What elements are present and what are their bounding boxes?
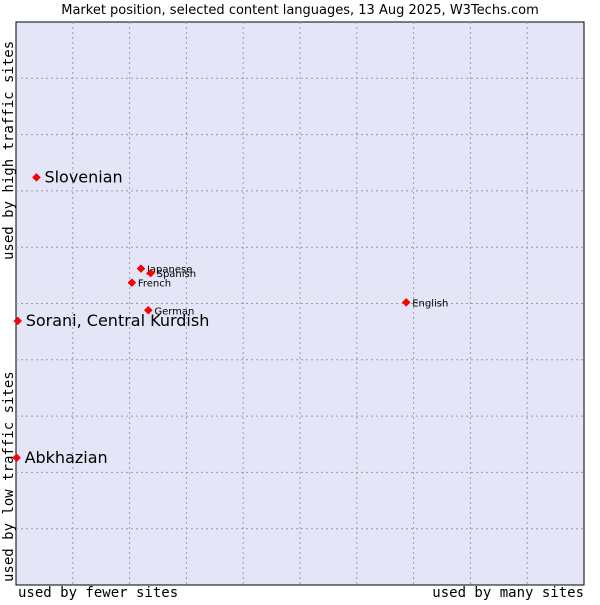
point-marker <box>32 173 41 182</box>
x-axis-label-left: used by fewer sites <box>18 585 178 600</box>
point-marker <box>127 278 137 288</box>
point-label: French <box>138 279 171 290</box>
point-marker <box>143 305 153 315</box>
y-axis-label-bottom: used by low traffic sites <box>1 371 17 582</box>
point-label: Slovenian <box>44 167 122 186</box>
x-axis-label-right: used by many sites <box>432 585 584 600</box>
point-label: German <box>154 306 194 317</box>
point-marker <box>12 453 21 463</box>
point-label: English <box>412 298 448 309</box>
point-label: Spanish <box>157 269 197 280</box>
point-label: Sorani, Central Kurdish <box>26 311 210 330</box>
point-marker <box>401 298 411 307</box>
point-label: Abkhazian <box>25 448 108 467</box>
grid <box>16 22 584 585</box>
point-marker <box>13 316 23 326</box>
point-label: Japanese <box>146 265 192 276</box>
chart-title: Market position, selected content langua… <box>61 3 539 18</box>
y-axis-label-top: used by high traffic sites <box>1 41 17 260</box>
point-marker <box>136 264 146 273</box>
point-marker <box>146 268 155 278</box>
